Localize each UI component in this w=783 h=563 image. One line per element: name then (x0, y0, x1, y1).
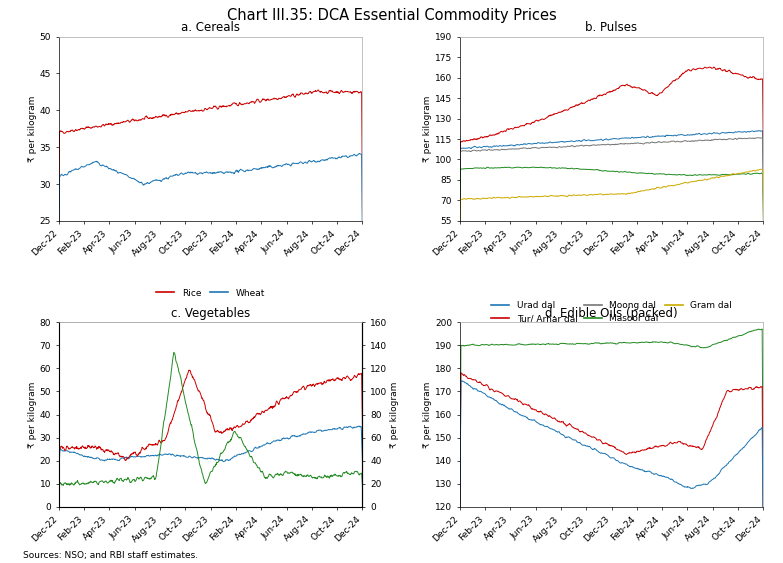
Y-axis label: ₹ per kilogram: ₹ per kilogram (28, 96, 37, 162)
Title: b. Pulses: b. Pulses (586, 21, 637, 34)
Title: c. Vegetables: c. Vegetables (171, 307, 251, 320)
Legend: Rice, Wheat: Rice, Wheat (153, 285, 269, 301)
Title: d. Edible Oils (packed): d. Edible Oils (packed) (545, 307, 678, 320)
Text: Sources: NSO; and RBI staff estimates.: Sources: NSO; and RBI staff estimates. (23, 551, 199, 560)
Title: a. Cereals: a. Cereals (181, 21, 240, 34)
Legend: Urad dal, Tur/ Arhar dal, Moong dal, Masoor dal, Gram dal: Urad dal, Tur/ Arhar dal, Moong dal, Mas… (488, 297, 735, 327)
Y-axis label: ₹ per kilogram: ₹ per kilogram (28, 381, 37, 448)
Y-axis label: ₹ per kilogram: ₹ per kilogram (390, 381, 399, 448)
Text: Chart III.35: DCA Essential Commodity Prices: Chart III.35: DCA Essential Commodity Pr… (226, 8, 557, 24)
Y-axis label: ₹ per kilogram: ₹ per kilogram (423, 96, 432, 162)
Y-axis label: ₹ per kilogram: ₹ per kilogram (423, 381, 432, 448)
